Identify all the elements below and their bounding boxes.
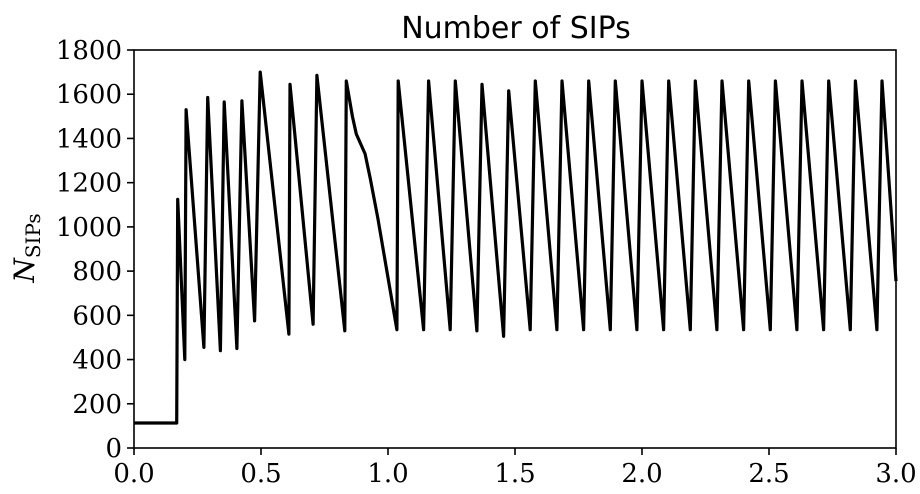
- x-tick-label: 2.5: [748, 459, 789, 489]
- x-tick-label: 0.0: [113, 459, 154, 489]
- y-tick-label: 1000: [56, 213, 122, 243]
- y-axis-label: NSIPs: [8, 213, 45, 283]
- y-tick-label: 200: [72, 390, 122, 420]
- y-tick-label: 600: [72, 301, 122, 331]
- series-line-0: [134, 70, 898, 425]
- y-tick-label: 400: [72, 346, 122, 376]
- y-axis-label-main: N: [8, 257, 41, 284]
- y-tick-label: 800: [72, 257, 122, 287]
- x-tick-label: 1.0: [367, 459, 408, 489]
- y-tick-label: 1400: [56, 124, 122, 154]
- y-tick-label: 1800: [56, 36, 122, 66]
- y-tick-label: 1200: [56, 169, 122, 199]
- plot-group: [134, 70, 898, 425]
- y-tick-label: 0: [105, 434, 122, 464]
- axes-frame: [133, 49, 897, 449]
- chart-title: Number of SIPs: [401, 11, 631, 46]
- tick-group: 0.0 0.5 1.0 1.5 2.0 2.5 3.0 0 200 400 600 800 1000 12…: [56, 36, 917, 489]
- x-tick-label: 2.0: [621, 459, 662, 489]
- x-tick-label: 3.0: [875, 459, 916, 489]
- x-tick-label: 1.5: [494, 459, 535, 489]
- x-tick-label: 0.5: [240, 459, 281, 489]
- y-axis-label-sub: SIPs: [21, 213, 45, 258]
- y-tick-label: 1600: [56, 80, 122, 110]
